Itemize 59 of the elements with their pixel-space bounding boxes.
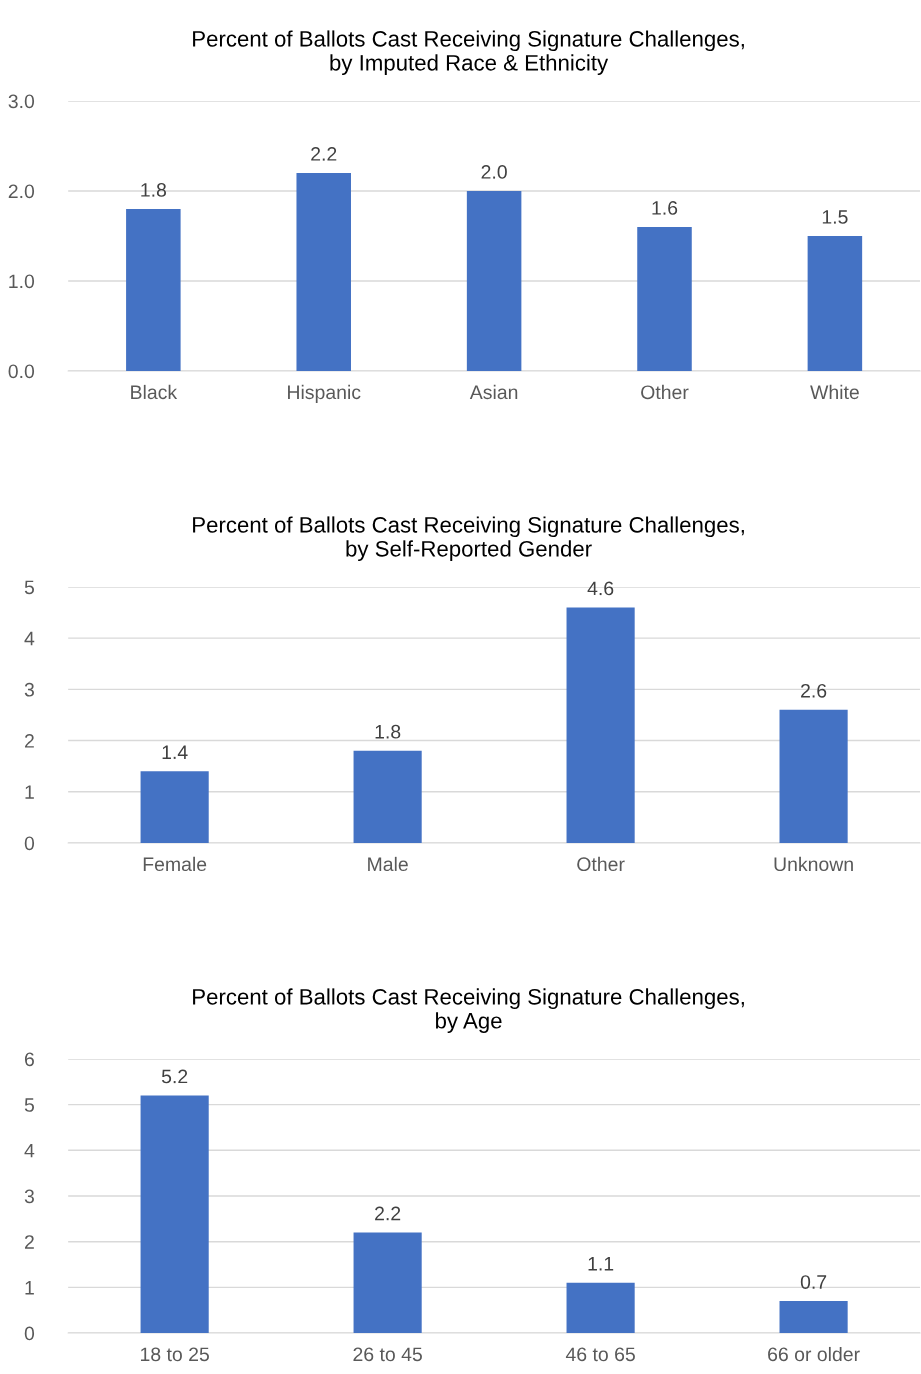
x-tick-label: Other (641, 384, 689, 400)
x-tick-label: White (810, 384, 859, 400)
y-tick-label: 6 (25, 1052, 34, 1067)
bar (807, 235, 863, 371)
data-label: 2.2 (311, 147, 337, 161)
y-tick-label: 0.0 (8, 364, 35, 379)
y-tick-label: 2 (24, 1235, 34, 1249)
data-label: 1.1 (588, 1257, 614, 1271)
x-tick-label: Other (577, 856, 625, 872)
x-tick-label: Female (143, 856, 207, 872)
x-tick-label: Hispanic (288, 384, 361, 403)
x-tick-label: 26 to 45 (353, 1347, 422, 1362)
data-label: 1.8 (375, 724, 401, 739)
x-tick-label: 18 to 25 (140, 1347, 209, 1362)
bar (566, 1282, 635, 1334)
bar (126, 208, 181, 371)
data-label: 5.2 (161, 1069, 188, 1084)
bar (296, 172, 351, 371)
y-tick-label: 4 (24, 631, 35, 646)
data-label: 1.5 (822, 210, 848, 224)
y-tick-label: 1.0 (9, 274, 35, 289)
y-tick-label: 2 (24, 734, 34, 748)
y-tick-label: 2.0 (8, 184, 35, 199)
y-tick-label: 3 (24, 1189, 34, 1204)
data-label: 1.6 (652, 201, 678, 215)
chart-title: Percent of Ballots Cast Receiving Signature Challenges, by Self-Reported Gender (193, 516, 744, 562)
x-tick-label: 66 or older (768, 1346, 860, 1362)
bar (637, 226, 692, 371)
data-label: 2.0 (481, 165, 507, 179)
bar (353, 1232, 422, 1334)
x-tick-label: Black (131, 384, 178, 400)
data-label: 2.6 (801, 683, 827, 698)
y-tick-label: 3.0 (8, 94, 35, 109)
y-tick-label: 0 (24, 1326, 35, 1341)
x-tick-label: Unknown (774, 856, 853, 872)
bar (779, 1301, 848, 1334)
data-label: 1.8 (141, 183, 167, 197)
chart-title: Percent of Ballots Cast Receiving Signature Challenges, by Imputed Race & Ethnicity (193, 30, 744, 76)
y-tick-label: 1 (25, 1281, 34, 1295)
data-label: 2.2 (375, 1206, 401, 1221)
data-label: 4.6 (587, 581, 614, 596)
bar (353, 750, 422, 843)
chart-title: Percent of Ballots Cast Receiving Signature Challenges, by Age (193, 988, 744, 1033)
bar (566, 607, 635, 843)
bar (140, 771, 209, 843)
x-tick-label: Male (368, 856, 408, 872)
y-tick-label: 4 (24, 1143, 35, 1158)
data-label: 1.4 (162, 745, 188, 759)
y-tick-label: 3 (24, 682, 34, 697)
bar (140, 1095, 209, 1334)
y-tick-label: 1 (25, 785, 34, 799)
bar (466, 190, 522, 371)
data-label: 0.7 (800, 1275, 827, 1289)
y-tick-label: 5 (24, 580, 35, 595)
y-tick-label: 5 (24, 1098, 35, 1112)
x-tick-label: 46 to 65 (565, 1347, 635, 1362)
y-tick-label: 0 (24, 836, 35, 851)
x-tick-label: Asian (469, 384, 518, 400)
bar (779, 709, 848, 843)
